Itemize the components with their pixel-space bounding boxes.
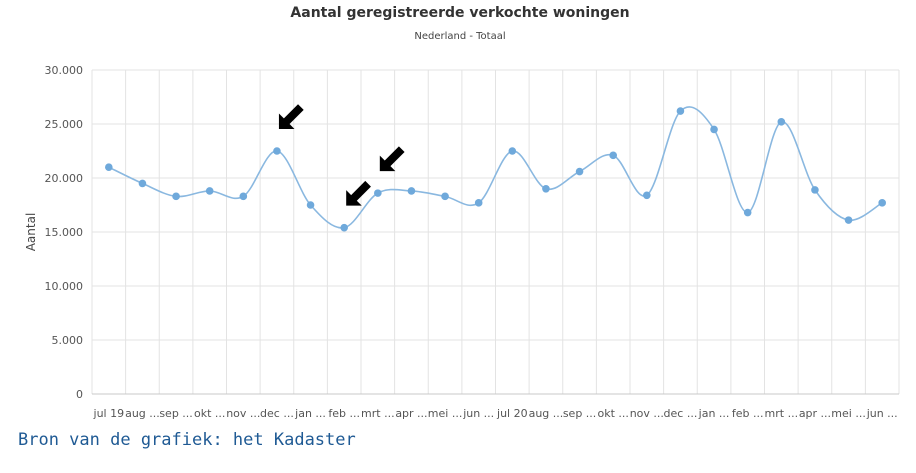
annotation-arrows [278, 104, 405, 206]
annotation-arrow [346, 180, 371, 206]
data-point [811, 186, 819, 194]
x-tick-label: feb ... [328, 407, 360, 420]
x-tick-label: sep ... [563, 407, 596, 420]
y-tick-label: 0 [76, 388, 83, 401]
data-point [306, 201, 315, 209]
annotation-arrow [379, 146, 405, 172]
data-point [205, 187, 214, 195]
data-point [138, 179, 147, 188]
y-tick-label: 30.000 [45, 64, 84, 77]
series-sales [105, 106, 886, 232]
data-point [575, 167, 584, 176]
data-point [474, 199, 483, 207]
x-tick-label: sep ... [159, 407, 192, 420]
x-tick-label: mei ... [831, 407, 866, 420]
x-tick-label: feb ... [732, 407, 764, 420]
data-point [273, 147, 281, 155]
y-tick-label: 5.000 [52, 334, 84, 347]
x-tick-label: jul 19 [93, 407, 125, 420]
data-point [542, 185, 550, 193]
data-point [239, 192, 248, 201]
data-point [777, 118, 786, 126]
x-tick-label: nov ... [630, 407, 664, 420]
data-point [374, 189, 382, 197]
x-tick-label: mrt ... [361, 407, 395, 420]
y-tick-label: 25.000 [45, 118, 84, 131]
data-point [508, 147, 517, 155]
x-tick-label: nov ... [226, 407, 260, 420]
line-chart: Aantal geregistreerde verkochte woningen… [24, 5, 900, 420]
y-tick-label: 10.000 [45, 280, 84, 293]
x-tick-label: jul 20 [496, 407, 528, 420]
data-point [609, 151, 617, 160]
data-point [407, 187, 416, 195]
data-point [878, 199, 886, 207]
x-tick-label: mei ... [428, 407, 463, 420]
x-tick-label: dec ... [664, 407, 698, 420]
x-tick-label: aug ... [529, 407, 564, 420]
x-tick-label: apr ... [395, 407, 427, 420]
y-tick-label: 20.000 [45, 172, 84, 185]
y-tick-labels: 0 5.000 10.000 15.000 20.000 25.000 30.000 [45, 64, 84, 401]
data-point [172, 192, 180, 201]
chart-title: Aantal geregistreerde verkochte woningen [290, 5, 629, 21]
x-tick-label: okt ... [194, 407, 225, 420]
x-tick-label: jan ... [294, 407, 326, 420]
x-tick-label: aug ... [125, 407, 160, 420]
annotation-arrow [278, 104, 304, 129]
data-point [441, 192, 449, 201]
data-point [105, 163, 113, 171]
x-tick-label: dec ... [260, 407, 294, 420]
x-tick-label: okt ... [597, 407, 628, 420]
data-point [643, 191, 651, 200]
data-point [844, 216, 853, 224]
horizontal-gridlines [92, 69, 899, 395]
x-tick-label: apr ... [799, 407, 831, 420]
data-point [710, 125, 718, 134]
x-tick-label: jun ... [462, 407, 494, 420]
x-tick-label: mrt ... [765, 407, 799, 420]
chart-subtitle: Nederland - Totaal [414, 31, 505, 42]
data-point [743, 208, 752, 217]
data-point [340, 223, 348, 232]
x-tick-label: jan ... [698, 407, 730, 420]
data-point [676, 107, 685, 115]
x-tick-label: jun ... [866, 407, 898, 420]
x-tick-labels: jul 19 aug ... sep ... okt ... nov ... dec ..… [93, 407, 898, 420]
source-caption: Bron van de grafiek: het Kadaster [18, 430, 356, 450]
y-tick-label: 15.000 [45, 226, 84, 239]
y-axis-label: Aantal [24, 213, 38, 252]
